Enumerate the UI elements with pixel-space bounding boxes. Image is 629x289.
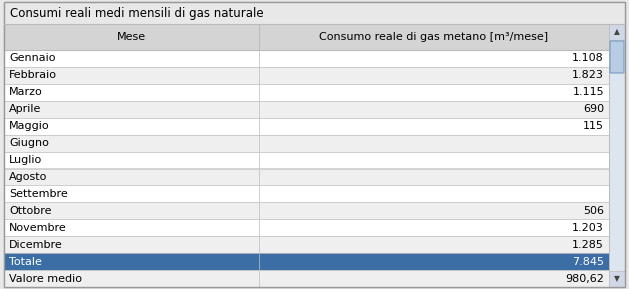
Bar <box>259 151 609 168</box>
Bar <box>4 101 259 118</box>
Text: Marzo: Marzo <box>9 87 43 97</box>
Bar <box>259 236 609 253</box>
Bar <box>4 118 259 135</box>
Text: Gennaio: Gennaio <box>9 53 55 64</box>
Bar <box>4 236 259 253</box>
Bar <box>4 270 259 287</box>
Text: Totale: Totale <box>9 257 42 267</box>
Text: Consumo reale di gas metano [m³/mese]: Consumo reale di gas metano [m³/mese] <box>320 32 548 42</box>
Bar <box>4 151 259 168</box>
Text: Agosto: Agosto <box>9 172 47 182</box>
Text: Giugno: Giugno <box>9 138 49 148</box>
Bar <box>259 50 609 67</box>
Bar <box>4 168 259 186</box>
Bar <box>609 24 625 40</box>
Bar <box>609 271 625 287</box>
Bar <box>259 84 609 101</box>
Bar <box>259 219 609 236</box>
Text: Febbraio: Febbraio <box>9 71 57 80</box>
Text: Valore medio: Valore medio <box>9 273 82 284</box>
Bar <box>259 202 609 219</box>
Text: 690: 690 <box>583 104 604 114</box>
Text: Dicembre: Dicembre <box>9 240 63 250</box>
Text: ▼: ▼ <box>614 275 620 284</box>
Text: Consumi reali medi mensili di gas naturale: Consumi reali medi mensili di gas natura… <box>10 6 264 19</box>
Bar <box>259 186 609 202</box>
Bar <box>4 253 259 270</box>
Text: ▲: ▲ <box>614 27 620 36</box>
Text: Novembre: Novembre <box>9 223 67 233</box>
FancyBboxPatch shape <box>610 41 624 73</box>
Text: Luglio: Luglio <box>9 155 42 165</box>
Text: Maggio: Maggio <box>9 121 50 131</box>
Bar <box>609 24 625 287</box>
Text: Settembre: Settembre <box>9 189 68 199</box>
Bar <box>4 186 259 202</box>
Bar <box>259 135 609 151</box>
Bar <box>4 84 259 101</box>
Bar <box>4 202 259 219</box>
Bar <box>259 253 609 270</box>
Text: 1.108: 1.108 <box>572 53 604 64</box>
Text: 1.823: 1.823 <box>572 71 604 80</box>
Bar <box>4 50 259 67</box>
Bar <box>259 168 609 186</box>
Bar <box>4 135 259 151</box>
Bar <box>4 2 625 24</box>
Text: 506: 506 <box>583 206 604 216</box>
Text: 1.285: 1.285 <box>572 240 604 250</box>
Text: Ottobre: Ottobre <box>9 206 52 216</box>
Text: Mese: Mese <box>117 32 146 42</box>
Bar <box>259 67 609 84</box>
Text: 115: 115 <box>583 121 604 131</box>
Bar <box>259 118 609 135</box>
Bar <box>259 101 609 118</box>
Text: 1.115: 1.115 <box>572 87 604 97</box>
Text: 980,62: 980,62 <box>565 273 604 284</box>
Bar <box>4 67 259 84</box>
Bar <box>259 270 609 287</box>
Bar <box>4 24 609 50</box>
Bar <box>4 219 259 236</box>
Text: Aprile: Aprile <box>9 104 42 114</box>
Text: 7.845: 7.845 <box>572 257 604 267</box>
Text: 1.203: 1.203 <box>572 223 604 233</box>
